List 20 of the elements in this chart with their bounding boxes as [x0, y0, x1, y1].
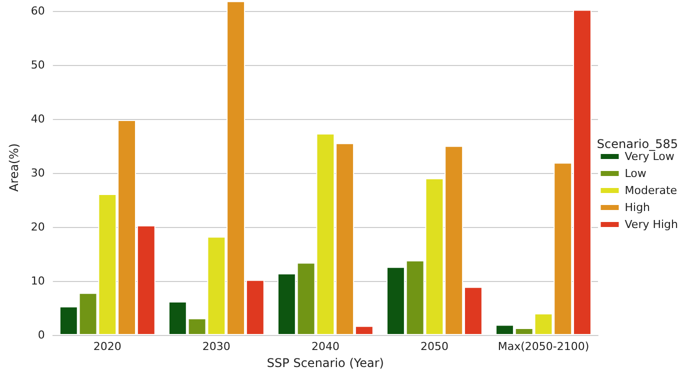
legend-title: Scenario_585: [596, 137, 678, 151]
legend-label: Very Low: [624, 150, 674, 163]
y-tick-label: 30: [30, 166, 45, 180]
y-tick-label: 50: [30, 58, 45, 72]
x-axis-title: SSP Scenario (Year): [266, 356, 384, 370]
y-tick-label: 10: [30, 274, 45, 288]
x-tick-label: 2050: [420, 340, 448, 353]
y-axis-title: Area(%): [7, 143, 21, 192]
x-tick-label: Max(2050-2100): [498, 340, 590, 353]
x-tick-label: 2020: [93, 340, 122, 353]
x-tick-label: 2040: [311, 340, 340, 353]
legend-label: Very High: [624, 218, 678, 231]
y-tick-label: 0: [38, 328, 45, 342]
legend-label: Moderate: [624, 184, 678, 197]
y-tick-label: 20: [30, 220, 45, 234]
x-tick-label: 2030: [202, 340, 230, 353]
legend-label: Low: [624, 167, 646, 180]
y-tick-label: 40: [30, 112, 45, 126]
y-tick-label: 60: [30, 4, 45, 18]
legend-label: High: [624, 201, 650, 214]
